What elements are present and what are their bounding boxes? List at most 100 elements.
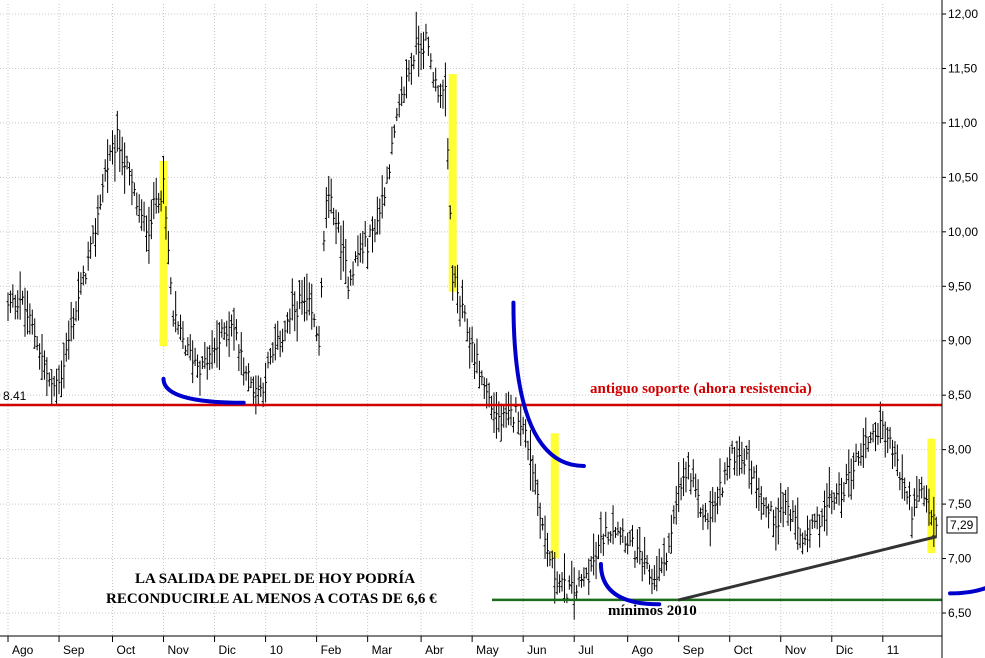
ohlc-bar xyxy=(239,332,243,376)
ohlc-bar xyxy=(691,459,695,488)
ohlc-bar xyxy=(798,528,802,549)
ohlc-bar xyxy=(205,346,209,380)
ohlc-bar xyxy=(188,334,192,361)
ohlc-bar xyxy=(281,328,285,353)
ohlc-bar xyxy=(339,225,343,281)
ohlc-bar xyxy=(28,303,32,335)
ohlc-bar xyxy=(208,345,212,371)
y-tick-label: 8,00 xyxy=(948,443,972,457)
ohlc-bar xyxy=(713,491,717,523)
blue-arc xyxy=(511,300,586,468)
ohlc-bar xyxy=(203,341,207,369)
ohlc-bar xyxy=(152,181,156,220)
ohlc-bar xyxy=(232,307,236,351)
ohlc-bar xyxy=(113,134,117,182)
ohlc-bar xyxy=(477,360,481,389)
ohlc-bar xyxy=(626,532,630,555)
ohlc-bar xyxy=(470,326,474,363)
ohlc-bar xyxy=(769,500,773,512)
ohlc-bar xyxy=(125,155,129,170)
ohlc-bar xyxy=(334,209,338,245)
y-tick-label: 9,00 xyxy=(948,334,972,348)
ohlc-bar xyxy=(344,238,348,284)
ohlc-bar xyxy=(366,238,370,270)
ohlc-bar xyxy=(293,291,297,332)
ohlc-bar xyxy=(154,177,158,214)
ohlc-bar xyxy=(96,195,100,236)
x-tick-label: Oct xyxy=(116,643,135,657)
ohlc-bar xyxy=(611,505,615,545)
ohlc-bar xyxy=(541,517,545,531)
ohlc-bar xyxy=(465,318,469,342)
ohlc-bar xyxy=(123,142,127,194)
ohlc-bar xyxy=(504,393,508,428)
ohlc-bar xyxy=(230,314,234,337)
last-price-box: 7,29 xyxy=(946,516,978,534)
ohlc-bar xyxy=(733,446,737,476)
ohlc-bar xyxy=(754,464,758,509)
ohlc-bar xyxy=(679,477,683,501)
ohlc-bar xyxy=(694,473,698,498)
ohlc-bar xyxy=(458,295,462,327)
ohlc-bar xyxy=(891,439,895,469)
ohlc-bar xyxy=(405,59,409,99)
ohlc-bar xyxy=(905,490,909,505)
ohlc-bar xyxy=(869,431,873,444)
ohlc-bar xyxy=(587,558,591,596)
ohlc-bar xyxy=(261,382,265,408)
ohlc-bar xyxy=(16,290,20,320)
price-bars xyxy=(6,11,938,620)
ohlc-bar xyxy=(849,458,853,500)
ohlc-bar xyxy=(519,404,523,446)
ohlc-bar xyxy=(210,330,214,369)
ohlc-bar xyxy=(171,310,175,327)
ohlc-bar xyxy=(779,482,783,523)
ohlc-bar xyxy=(810,514,814,530)
ohlc-bar xyxy=(784,489,788,516)
ohlc-bar xyxy=(84,273,88,285)
ohlc-bar xyxy=(582,567,586,587)
ohlc-bar xyxy=(908,481,912,511)
ohlc-bar xyxy=(30,309,34,335)
ohlc-bar xyxy=(346,276,350,300)
ohlc-bar xyxy=(917,479,921,502)
ohlc-bar xyxy=(776,497,780,545)
ohlc-bar xyxy=(52,375,56,397)
ohlc-bar xyxy=(711,487,715,523)
ohlc-bar xyxy=(545,532,549,567)
ohlc-bar xyxy=(509,394,513,426)
ohlc-bar xyxy=(59,360,63,398)
ohlc-bar xyxy=(915,475,919,509)
ohlc-bar xyxy=(351,261,355,286)
ohlc-bar xyxy=(757,477,761,511)
ohlc-bar xyxy=(643,536,647,575)
y-tick-label: 12,00 xyxy=(948,7,978,21)
ohlc-bar xyxy=(300,279,304,315)
ohlc-bar xyxy=(137,194,141,223)
ohlc-bar xyxy=(13,294,17,320)
ohlc-bar xyxy=(786,486,790,526)
ohlc-bar xyxy=(781,492,785,528)
blue-arcs xyxy=(161,300,985,607)
ohlc-bar xyxy=(128,162,131,186)
ohlc-bar xyxy=(735,440,739,476)
ohlc-bar xyxy=(176,321,180,335)
ohlc-bar xyxy=(81,265,85,286)
x-tick-label: Mar xyxy=(372,643,393,657)
ohlc-bar xyxy=(451,265,455,301)
ohlc-bar xyxy=(361,230,365,264)
y-tick-label: 10,00 xyxy=(948,225,978,239)
ohlc-bar xyxy=(93,218,97,257)
ohlc-bar xyxy=(550,550,554,569)
ohlc-bar xyxy=(516,411,520,435)
ohlc-bar xyxy=(220,319,224,338)
ohlc-bar xyxy=(633,550,637,568)
ohlc-bar xyxy=(98,194,102,210)
highlight-bar xyxy=(927,438,936,554)
ohlc-bar xyxy=(45,357,49,397)
ohlc-bar xyxy=(844,463,848,485)
ohlc-bar xyxy=(606,531,610,545)
highlight-bar xyxy=(159,161,168,347)
ohlc-bar xyxy=(237,344,241,372)
ohlc-bar xyxy=(842,481,846,503)
